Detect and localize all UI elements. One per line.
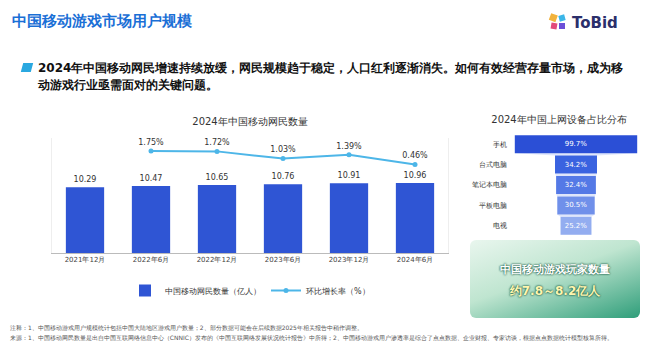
svg-text:30.5%: 30.5%	[565, 201, 588, 209]
html-text:注释：1、中国移动游戏用户规模统计包括中国大陆地区游戏用户数: 注释：1、中国移动游戏用户规模统计包括中国大陆地区游戏用户数量；2、部分数据可能…	[10, 324, 363, 331]
svg-text:台式电脑: 台式电脑	[479, 161, 507, 169]
svg-text:手机: 手机	[493, 141, 507, 149]
svg-text:10.29: 10.29	[74, 175, 97, 184]
html-text:2024年中国移动网民增速持续放缓，网民规模趋于稳定，人口红: 2024年中国移动网民增速持续放缓，网民规模趋于稳定，人口红利逐渐消失。如何有效…	[38, 61, 624, 92]
svg-text:1.39%: 1.39%	[336, 142, 362, 151]
svg-text:10.65: 10.65	[206, 173, 229, 182]
svg-text:1.75%: 1.75%	[138, 138, 164, 147]
svg-text:平板电脑: 平板电脑	[479, 202, 507, 210]
svg-text:32.4%: 32.4%	[565, 181, 588, 189]
html-text:约7.8～8.2亿人: 约7.8～8.2亿人	[509, 284, 601, 298]
svg-text:2022年12月: 2022年12月	[197, 256, 238, 264]
svg-text:1.72%: 1.72%	[204, 138, 230, 147]
svg-text:2021年12月: 2021年12月	[65, 256, 106, 264]
svg-text:环比增长率（%）: 环比增长率（%）	[306, 287, 370, 296]
svg-text:10.91: 10.91	[338, 171, 361, 180]
svg-text:10.96: 10.96	[404, 171, 427, 180]
html-text:来源：1、中国移动网民数量是出自中国互联网络信息中心（CNN: 来源：1、中国移动网民数量是出自中国互联网络信息中心（CNNIC）发布的《中国互…	[10, 334, 613, 341]
svg-text:2024年中国上网设备占比分布: 2024年中国上网设备占比分布	[491, 114, 626, 125]
svg-text:0.46%: 0.46%	[402, 151, 428, 160]
svg-text:10.47: 10.47	[140, 174, 163, 183]
svg-text:2024年中国移动网民数量: 2024年中国移动网民数量	[192, 116, 307, 127]
svg-text:笔记本电脑: 笔记本电脑	[472, 181, 507, 189]
svg-text:34.2%: 34.2%	[565, 161, 588, 169]
svg-text:电视: 电视	[493, 222, 507, 230]
svg-text:2023年6月: 2023年6月	[265, 256, 301, 264]
svg-text:2024年6月: 2024年6月	[397, 256, 433, 264]
svg-text:10.76: 10.76	[272, 172, 295, 181]
html-text:中国移动游戏玩家数量: 中国移动游戏玩家数量	[500, 263, 610, 276]
html-text:ToBid: ToBid	[572, 14, 618, 32]
svg-text:2022年6月: 2022年6月	[133, 256, 169, 264]
svg-text:1.03%: 1.03%	[270, 145, 296, 154]
svg-text:99.7%: 99.7%	[565, 140, 588, 148]
svg-text:2023年12月: 2023年12月	[329, 256, 370, 264]
html-text:中国移动游戏市场用户规模: 中国移动游戏市场用户规模	[12, 12, 192, 30]
svg-text:中国移动网民数量（亿人）: 中国移动网民数量（亿人）	[165, 287, 261, 296]
svg-text:25.2%: 25.2%	[565, 222, 588, 230]
